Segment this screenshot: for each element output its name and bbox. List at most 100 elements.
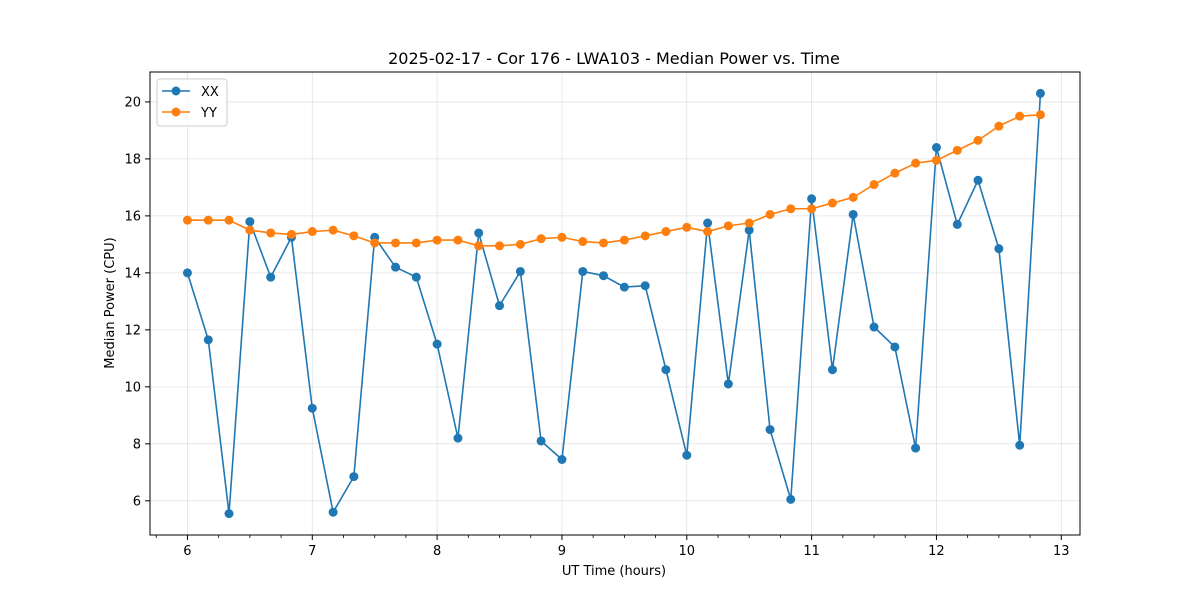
x-tick-label: 7	[308, 544, 316, 559]
data-point-yy	[703, 227, 713, 237]
data-point-yy	[182, 215, 192, 225]
data-point-yy	[495, 241, 505, 251]
data-point-xx	[245, 217, 255, 227]
data-point-yy	[349, 231, 359, 241]
data-point-xx	[994, 244, 1004, 254]
data-point-xx	[557, 455, 567, 464]
data-point-yy	[599, 238, 609, 248]
data-point-yy	[474, 241, 484, 251]
data-point-yy	[661, 227, 671, 237]
data-point-xx	[786, 494, 796, 504]
data-point-xx	[495, 301, 505, 311]
grid-layer	[150, 72, 1080, 535]
data-point-xx	[578, 266, 588, 276]
data-point-xx	[869, 322, 879, 332]
data-point-yy	[786, 204, 796, 214]
y-tick-label: 18	[124, 152, 141, 167]
data-point-yy	[640, 231, 650, 241]
y-tick-label: 10	[124, 380, 141, 395]
x-axis-label: UT Time (hours)	[562, 564, 666, 579]
data-point-xx	[432, 339, 442, 349]
data-point-yy	[370, 238, 380, 248]
data-point-xx	[807, 194, 817, 204]
data-point-yy	[619, 235, 629, 245]
data-point-yy	[911, 158, 921, 168]
data-point-yy	[557, 232, 567, 242]
data-point-yy	[994, 121, 1004, 131]
data-point-xx	[723, 379, 733, 389]
y-tick-label: 8	[133, 437, 141, 452]
data-point-yy	[1035, 110, 1045, 120]
data-point-yy	[848, 192, 858, 202]
data-point-xx	[911, 443, 921, 453]
data-point-xx	[1015, 440, 1025, 450]
y-tick-label: 20	[124, 95, 141, 110]
y-tick-label: 16	[124, 209, 141, 224]
data-point-xx	[453, 433, 463, 443]
data-point-xx	[640, 281, 650, 291]
data-point-xx	[391, 262, 401, 272]
data-point-yy	[432, 235, 442, 245]
data-point-yy	[328, 225, 338, 235]
data-point-yy	[453, 235, 463, 245]
data-point-xx	[411, 272, 421, 282]
data-point-yy	[931, 155, 941, 165]
legend-label-xx: XX	[201, 85, 219, 100]
data-point-yy	[203, 215, 213, 225]
data-point-yy	[973, 135, 983, 145]
y-tick-label: 14	[124, 266, 141, 281]
legend-marker-xx	[171, 86, 181, 96]
data-point-xx	[744, 225, 754, 235]
data-point-yy	[807, 204, 817, 214]
data-point-yy	[245, 225, 255, 235]
ticks-layer: 6 7 8 9 10 11 12 13 6 8 10 12 14 16 18 20	[124, 95, 1069, 559]
data-point-xx	[599, 271, 609, 281]
legend: XX YY	[156, 78, 228, 127]
data-point-yy	[723, 221, 733, 231]
data-point-yy	[890, 168, 900, 178]
data-point-yy	[411, 238, 421, 248]
x-tick-label: 13	[1053, 544, 1070, 559]
data-point-yy	[744, 218, 754, 228]
x-tick-label: 9	[558, 544, 566, 559]
data-point-xx	[515, 266, 525, 276]
data-point-xx	[266, 272, 276, 282]
data-point-xx	[931, 143, 941, 152]
data-point-yy	[536, 234, 546, 244]
data-point-yy	[391, 238, 401, 248]
legend-marker-yy	[171, 107, 181, 117]
data-point-yy	[765, 209, 775, 219]
data-point-xx	[848, 209, 858, 219]
series-layer	[182, 88, 1045, 519]
series-line-xx	[186, 93, 1042, 515]
data-point-yy	[827, 198, 837, 208]
data-point-xx	[349, 472, 359, 482]
x-tick-label: 11	[803, 544, 820, 559]
x-tick-label: 12	[928, 544, 945, 559]
data-point-xx	[890, 342, 900, 352]
data-point-yy	[307, 227, 317, 237]
data-point-yy	[286, 229, 296, 239]
data-point-yy	[952, 145, 962, 155]
data-point-yy	[515, 239, 525, 249]
data-point-xx	[952, 219, 962, 229]
data-point-xx	[1035, 88, 1045, 98]
x-tick-label: 10	[679, 544, 696, 559]
data-point-yy	[682, 222, 692, 232]
plot-frame	[149, 71, 1081, 536]
data-point-yy	[578, 237, 588, 247]
data-point-yy	[1015, 111, 1025, 121]
data-point-xx	[474, 228, 484, 238]
x-tick-label: 6	[183, 544, 191, 559]
data-point-xx	[703, 218, 713, 228]
data-point-xx	[182, 268, 192, 278]
chart-title: 2025-02-17 - Cor 176 - LWA103 - Median P…	[388, 49, 840, 68]
x-tick-label: 8	[433, 544, 441, 559]
data-point-xx	[682, 450, 692, 460]
data-point-xx	[224, 509, 234, 519]
data-point-xx	[973, 175, 983, 185]
y-tick-label: 6	[133, 494, 141, 509]
data-point-xx	[765, 425, 775, 435]
data-point-xx	[536, 436, 546, 446]
